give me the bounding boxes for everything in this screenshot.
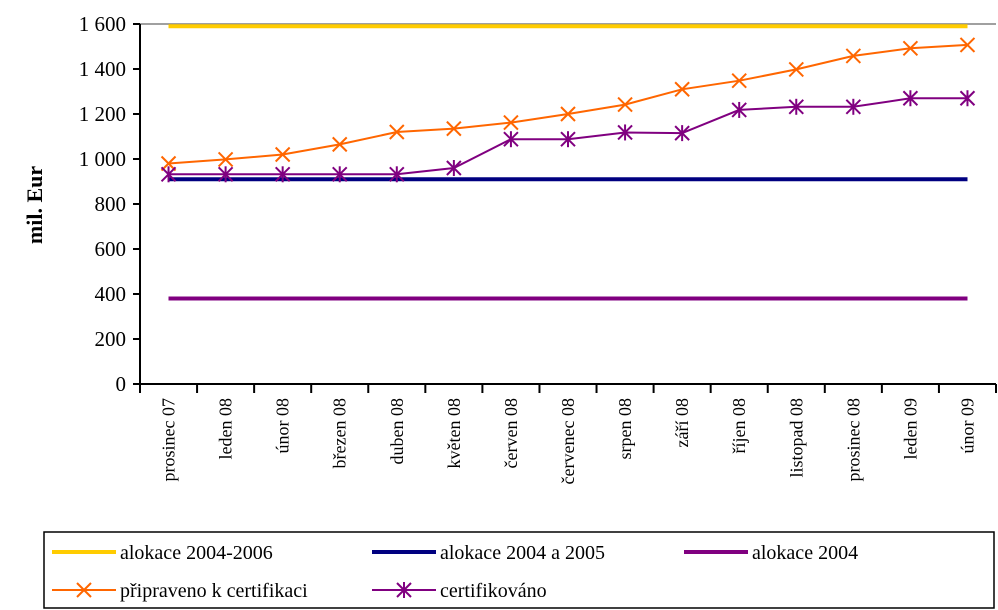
series-4-point xyxy=(274,146,291,163)
series-4-point xyxy=(217,151,234,168)
x-axis: prosinec 07 leden 08 únor 08 březen 08 duben… xyxy=(139,383,997,484)
y-tick-label: 1 200 xyxy=(79,102,126,126)
x-tick-label: duben 08 xyxy=(387,398,407,465)
series-4-point xyxy=(731,72,747,89)
series-5-point xyxy=(503,131,519,148)
y-tick-label: 400 xyxy=(95,282,127,306)
marker-stroke xyxy=(674,81,690,97)
marker-stroke xyxy=(560,106,576,122)
x-tick-label: listopad 08 xyxy=(786,398,806,478)
x-tick-label: září 08 xyxy=(672,398,692,447)
marker-stroke xyxy=(76,582,92,598)
marker-stroke xyxy=(731,72,747,89)
series-4-point xyxy=(332,136,348,153)
legend: alokace 2004-2006 alokace 2004 a 2005 alok… xyxy=(43,531,995,609)
series-4-point xyxy=(845,48,862,64)
series-4-point xyxy=(959,37,976,53)
series-4-point xyxy=(617,96,633,113)
x-tick-label: únor 08 xyxy=(273,398,293,454)
legend-label: alokace 2004 xyxy=(752,542,858,564)
series-4-point xyxy=(902,40,919,57)
marker-stroke xyxy=(274,146,291,163)
series-5-point xyxy=(560,131,576,148)
x-tick-label: prosinec 08 xyxy=(843,398,863,481)
legend-marker xyxy=(396,582,412,598)
legend-label: připraveno k certifikaci xyxy=(120,580,308,602)
series-4-point xyxy=(674,81,690,97)
x-tick-label: červenec 08 xyxy=(558,398,578,484)
series-5-point xyxy=(617,124,633,141)
y-axis-label: mil. Eur xyxy=(22,166,47,244)
series-layer xyxy=(160,24,976,301)
legend-box xyxy=(43,531,995,609)
x-tick-label: červen 08 xyxy=(501,398,521,468)
y-tick-label: 800 xyxy=(95,192,127,216)
marker-stroke xyxy=(959,37,976,53)
series-4-point xyxy=(503,114,519,131)
series-5-point xyxy=(959,90,976,107)
series-4-point xyxy=(160,155,177,172)
legend-label: certifikováno xyxy=(440,580,547,602)
marker-stroke xyxy=(389,124,405,140)
series-5-point xyxy=(788,98,804,115)
marker-stroke xyxy=(217,151,234,168)
legend-label: alokace 2004 a 2005 xyxy=(440,542,605,564)
marker-stroke xyxy=(617,96,633,113)
series-4-point xyxy=(788,61,804,78)
x-tick-label: únor 09 xyxy=(957,398,977,454)
y-tick-label: 0 xyxy=(116,372,127,396)
x-tick-label: leden 09 xyxy=(900,398,920,459)
series-5-point xyxy=(160,166,177,183)
series-4-point xyxy=(560,106,576,122)
marker-stroke xyxy=(503,114,519,131)
series-5-point xyxy=(731,101,747,118)
series-5-point xyxy=(902,90,919,107)
x-tick-label: srpen 08 xyxy=(615,398,635,460)
y-tick-label: 600 xyxy=(95,237,127,261)
series-5-point xyxy=(332,166,348,183)
x-tick-label: březen 08 xyxy=(330,398,350,468)
y-tick-label: 1 600 xyxy=(79,12,126,36)
series-4-point xyxy=(389,124,405,140)
x-tick-label: prosinec 07 xyxy=(159,398,179,481)
series-5-point xyxy=(674,125,690,142)
marker-stroke xyxy=(902,40,919,57)
series-5-point xyxy=(845,98,862,115)
legend-marker xyxy=(76,582,92,598)
y-tick-label: 1 400 xyxy=(79,57,126,81)
series-5-point xyxy=(389,166,405,183)
marker-stroke xyxy=(446,120,462,137)
legend-label: alokace 2004-2006 xyxy=(120,542,273,564)
y-tick-label: 200 xyxy=(95,327,127,351)
y-tick-label: 1 000 xyxy=(79,147,126,171)
marker-stroke xyxy=(845,48,862,64)
marker-stroke xyxy=(788,61,804,78)
marker-stroke xyxy=(332,136,348,153)
series-5-point xyxy=(217,166,234,183)
x-tick-label: květen 08 xyxy=(444,398,464,468)
x-tick-label: říjen 08 xyxy=(729,398,749,454)
marker-stroke xyxy=(160,155,177,172)
series-4-point xyxy=(446,120,462,137)
y-axis: 0 200 400 600 800 1 000 1 200 1 400 1 600 xyxy=(79,12,141,396)
series-5-point xyxy=(446,160,462,176)
x-tick-label: leden 08 xyxy=(216,398,236,459)
series-5-point xyxy=(274,166,291,183)
